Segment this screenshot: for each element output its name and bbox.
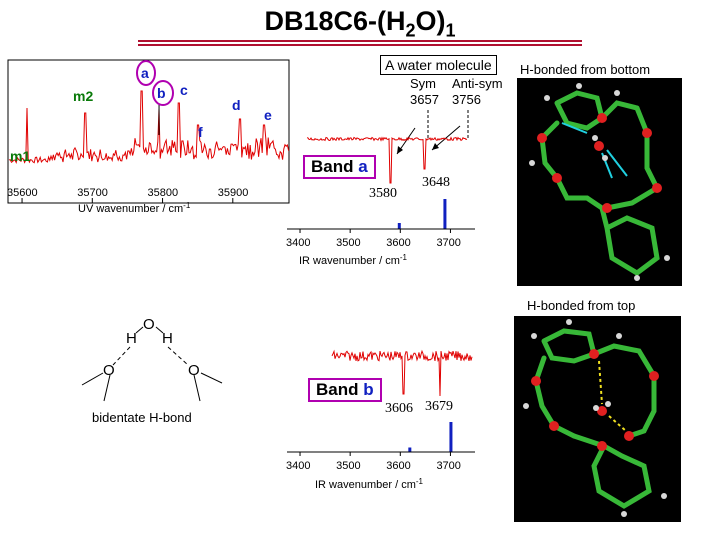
ir-band-a-chart: 3580 3648 3400 3500 3600 3700 IR wavenumber… [286, 110, 475, 267]
ether-oxygen-right: O [188, 362, 200, 379]
ir-tick-label: 3500 [336, 460, 360, 472]
structure-bottom-image [517, 78, 682, 286]
ir-a-x-axis-label: IR wavenumber / cm-1 [299, 253, 408, 267]
ether-bond-right-2 [193, 374, 201, 402]
water-hydrogen-left: H [126, 330, 137, 347]
ir-b-x-axis-label: IR wavenumber / cm-1 [315, 477, 424, 491]
anti-sym-label: Anti-sym [452, 76, 503, 91]
uv-tick-label: 35900 [218, 187, 249, 199]
hbond-dash-right [167, 346, 189, 366]
ir-band-a-spectrum-line [306, 136, 468, 184]
uv-peak-label-d: d [232, 97, 241, 113]
calculated-stick [397, 223, 401, 229]
peak-a-circle [136, 60, 156, 86]
ir-tick-label: 3500 [336, 237, 360, 249]
ether-oxygen-left: O [103, 362, 115, 379]
ether-bond-left-2 [103, 374, 111, 402]
uv-x-ticks [21, 198, 234, 203]
peak-b-circle [152, 80, 174, 106]
ether-bond-right-1 [200, 372, 223, 384]
slide-title: DB18C6-(H2O)1 [264, 6, 456, 41]
arrow-head-3580 [397, 146, 403, 154]
oh-bond-left [135, 326, 144, 334]
uv-peak-label-m1: m1 [10, 148, 30, 164]
hbond-dash-left [112, 346, 131, 366]
uv-frame [7, 59, 290, 204]
arrow-head-3648 [432, 143, 439, 150]
uv-tick-label: 35600 [7, 187, 38, 199]
band-b-label: Band b [308, 378, 382, 402]
sym-label: Sym [410, 76, 436, 91]
uv-peak-label-m2: m2 [73, 88, 93, 104]
water-hydrogen-right: H [162, 330, 173, 347]
ether-bond-left-1 [81, 372, 104, 386]
water-oxygen-atom: O [143, 316, 155, 333]
structure-top-render [523, 319, 667, 517]
uv-peak-labels: m1 m2 ab c d e f [10, 65, 272, 164]
ir-a-ticks: 3400 3500 3600 3700 [286, 229, 461, 249]
calculated-stick [408, 447, 412, 452]
top-structure-label: H-bonded from top [527, 298, 636, 313]
sym-value: 3657 [410, 92, 439, 107]
ir-tick-label: 3600 [386, 237, 410, 249]
ir-a-calculated-sticks [397, 199, 447, 229]
uv-peak-label-a: a [141, 65, 149, 81]
ir-tick-label: 3400 [286, 460, 310, 472]
bidentate-scheme: O H H O O [81, 316, 223, 402]
water-molecule-callout: A water molecule [380, 55, 497, 75]
ir-tick-label: 3700 [436, 460, 460, 472]
uv-peak-label-c: c [180, 82, 188, 98]
title-underline-top [138, 40, 582, 42]
structure-bottom-render [529, 83, 670, 281]
ir-tick-label: 3700 [436, 237, 460, 249]
uv-tick-label: 35800 [148, 187, 179, 199]
uv-peak-label-e: e [264, 107, 272, 123]
ir-b-ticks: 3400 3500 3600 3700 [286, 452, 461, 472]
bidentate-caption: bidentate H-bond [92, 410, 192, 425]
ir-band-b-spectrum-line [331, 349, 473, 397]
calculated-stick [449, 422, 453, 452]
uv-spectrum-chart: 35600 35700 35800 35900 m1 m2 ab c d e f UV waven… [7, 59, 290, 215]
calculated-stick [443, 199, 447, 229]
ir-b-calculated-sticks [408, 422, 453, 452]
ir-tick-label: 3400 [286, 237, 310, 249]
ir-a-peak-3648-label: 3648 [422, 175, 450, 190]
title-underline-bottom [138, 44, 582, 46]
structure-top-image [514, 316, 681, 522]
ir-b-peak-3606-label: 3606 [385, 401, 413, 416]
bottom-structure-label: H-bonded from bottom [520, 62, 651, 77]
oh-bond-right [155, 326, 164, 334]
uv-tick-label: 35700 [77, 187, 108, 199]
ir-a-peak-3580-label: 3580 [369, 186, 397, 201]
ir-band-b-chart: 3606 3679 3400 3500 3600 3700 IR wavenumber… [286, 349, 475, 491]
uv-x-ticklabels: 35600 35700 35800 35900 [7, 187, 248, 199]
band-a-label: Band a [303, 155, 376, 179]
ir-b-peak-3679-label: 3679 [425, 399, 453, 414]
ir-tick-label: 3600 [386, 460, 410, 472]
anti-sym-value: 3756 [452, 92, 481, 107]
uv-spectrum-line [8, 90, 290, 164]
uv-peak-label-b: b [157, 85, 166, 101]
uv-x-axis-label: UV wavenumber / cm-1 [78, 201, 191, 215]
uv-peak-label-f: f [198, 124, 203, 140]
